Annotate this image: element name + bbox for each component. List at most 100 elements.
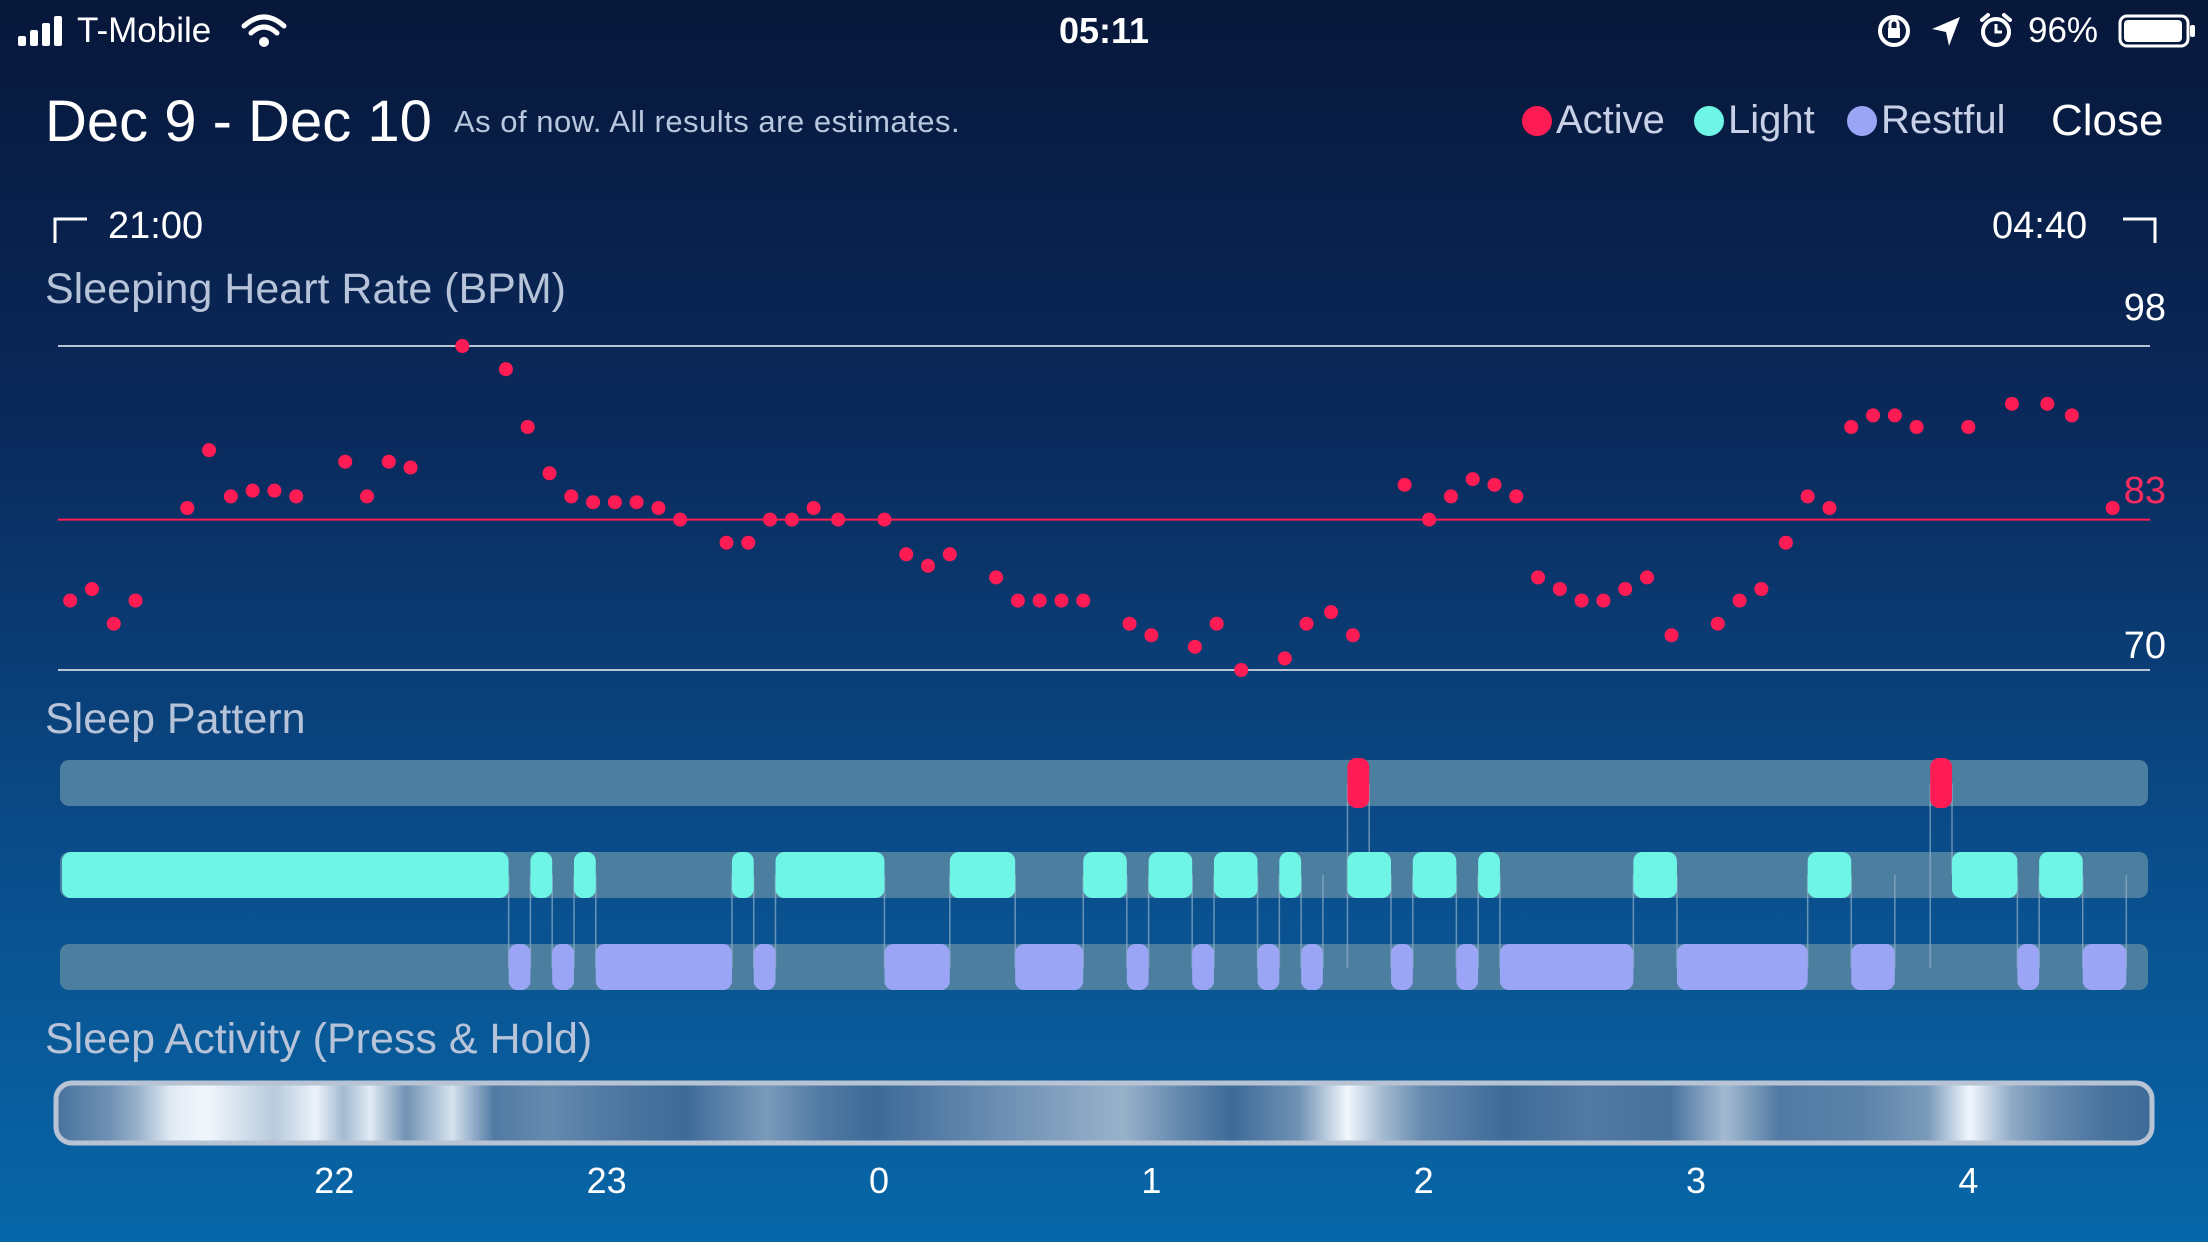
heart-rate-point <box>1397 477 1412 492</box>
heart-rate-point <box>629 495 644 510</box>
hr-max-label: 98 <box>2123 287 2166 329</box>
heart-rate-point <box>1710 616 1725 631</box>
heart-rate-point <box>1277 651 1292 666</box>
heart-rate-point <box>2004 396 2019 411</box>
location-arrow-icon <box>1932 17 1960 46</box>
heart-rate-point <box>719 535 734 550</box>
x-axis-label: 2 <box>1413 1160 1434 1201</box>
range-start-bracket-icon <box>53 217 87 243</box>
alarm-icon <box>1980 13 2012 47</box>
battery-percentage: 96% <box>2028 11 2099 50</box>
sleep-stage-light <box>1412 852 1457 898</box>
heart-rate-point <box>651 501 666 515</box>
heart-rate-point <box>2105 501 2120 515</box>
heart-rate-point <box>586 495 601 510</box>
heart-rate-point <box>289 489 304 504</box>
sleep-stage-restful <box>1192 944 1214 990</box>
sleep-stage-light <box>1148 852 1193 898</box>
heart-rate-point <box>128 593 143 608</box>
sleep-stage-light <box>1347 852 1391 898</box>
sleep-stage-light <box>1083 852 1127 898</box>
page-title: Dec 9 - Dec 10 <box>45 89 432 154</box>
light-dot-icon <box>1694 105 1724 136</box>
close-button[interactable]: Close <box>2051 96 2164 145</box>
range-end: 04:40 <box>1992 205 2088 247</box>
heart-rate-point <box>1844 420 1859 434</box>
range-end-bracket-icon <box>2123 217 2157 243</box>
heart-rate-point <box>1234 663 1249 677</box>
heart-rate-point <box>84 582 99 596</box>
sleep-stage-restful <box>753 944 776 990</box>
heart-rate-point <box>942 547 957 562</box>
heart-rate-point <box>899 547 914 562</box>
heart-rate-point <box>403 460 418 475</box>
heart-rate-point <box>831 512 846 527</box>
heart-rate-point <box>1866 408 1881 423</box>
legend-light: Light <box>1694 98 1815 143</box>
heart-rate-point <box>1324 605 1339 620</box>
heart-rate-point <box>106 616 121 631</box>
legend-active-label: Active <box>1556 98 1665 142</box>
cellular-signal-icon <box>18 16 62 46</box>
heart-rate-point <box>1054 593 1069 608</box>
heart-rate-point <box>1754 582 1769 596</box>
orientation-lock-icon <box>1878 15 1910 47</box>
heart-rate-point <box>1487 477 1502 492</box>
sleep-stage-light <box>775 852 885 898</box>
sleep-stage-light <box>1807 852 1852 898</box>
x-axis-label: 23 <box>586 1160 627 1201</box>
heart-rate-point <box>2040 396 2055 411</box>
heart-rate-point <box>1509 489 1524 504</box>
estimate-note: As of now. All results are estimates. <box>454 104 961 139</box>
heart-rate-point <box>1187 639 1202 654</box>
heart-rate-point <box>63 593 78 608</box>
heart-rate-point <box>806 501 821 515</box>
sleep-stage-restful <box>1126 944 1149 990</box>
status-bar: T-Mobile 05:11 96% <box>0 0 2208 62</box>
sleep-stage-restful <box>1851 944 1895 990</box>
heart-rate-point <box>381 454 396 469</box>
sleep-stage-light <box>731 852 754 898</box>
sleep-stage-restful <box>1390 944 1413 990</box>
heart-rate-point <box>1822 501 1837 515</box>
heart-rate-point <box>1909 420 1924 434</box>
sleep-stage-light <box>573 852 596 898</box>
x-axis-label: 1 <box>1141 1160 1162 1201</box>
sleep-stage-restful <box>1301 944 1323 990</box>
heart-rate-point <box>180 501 195 515</box>
sleep-stage-light <box>62 852 509 898</box>
sleep-activity-title: Sleep Activity (Press & Hold) <box>45 1015 593 1063</box>
sleep-stage-restful <box>2082 944 2127 990</box>
heart-rate-point <box>741 535 756 550</box>
sleep-stage-restful <box>1456 944 1479 990</box>
heart-rate-point <box>673 512 688 527</box>
heart-rate-point <box>1032 593 1047 608</box>
heart-rate-point <box>2064 408 2079 423</box>
legend-light-label: Light <box>1728 98 1815 142</box>
sleep-stage-restful <box>1499 944 1634 990</box>
heart-rate-point <box>1887 408 1902 423</box>
restful-dot-icon <box>1847 105 1877 136</box>
sleep-stage-light <box>2039 852 2083 898</box>
heart-rate-point <box>1778 535 1793 550</box>
sleep-stage-restful <box>1257 944 1280 990</box>
heart-rate-point <box>1574 593 1589 608</box>
sleep-stage-light <box>1478 852 1500 898</box>
legend-restful-label: Restful <box>1881 98 2006 142</box>
sleep-stage-light <box>1279 852 1302 898</box>
heart-rate-point <box>455 339 470 353</box>
sleep-stage-restful <box>552 944 574 990</box>
sleep-pattern-title: Sleep Pattern <box>45 695 306 743</box>
battery-icon <box>2118 14 2195 48</box>
carrier-name: T-Mobile <box>77 11 212 50</box>
x-axis-label: 0 <box>868 1160 890 1201</box>
heart-rate-point <box>1299 616 1314 631</box>
sleep-stage-restful <box>595 944 732 990</box>
heart-rate-point <box>1800 489 1815 504</box>
sleep-stage-light <box>1213 852 1258 898</box>
wifi-icon <box>241 14 287 47</box>
heart-rate-point <box>1531 570 1546 585</box>
